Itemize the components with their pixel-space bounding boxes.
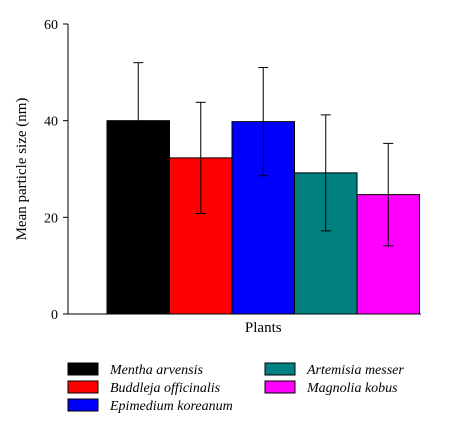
legend-item: Buddleja officinalis (67, 380, 221, 396)
y-tick-label: 0 (51, 308, 58, 323)
y-ticks-group: 0 20 40 60 (44, 18, 68, 323)
error-bar (195, 101, 206, 214)
x-axis-label: Plants (245, 320, 282, 336)
legend-swatch (264, 362, 296, 376)
legend-label: Epimedium koreanum (109, 399, 233, 414)
legend-swatch (67, 362, 99, 376)
error-bar (320, 114, 331, 232)
legend: Mentha arvensis Buddleja officinalis Epime… (67, 362, 404, 414)
y-tick-label: 20 (44, 211, 58, 226)
legend-label: Buddleja officinalis (110, 381, 221, 396)
legend-swatch (67, 398, 99, 412)
legend-item: Epimedium koreanum (67, 398, 233, 414)
y-tick-label: 60 (44, 18, 58, 33)
y-tick-label: 40 (44, 115, 58, 130)
legend-swatch (67, 380, 99, 394)
legend-label: Artemisia messer (306, 363, 404, 378)
error-bars-group (133, 62, 394, 247)
error-bar (383, 142, 394, 247)
legend-swatch (264, 380, 296, 394)
legend-label: Magnolia kobus (306, 381, 398, 396)
error-bar (258, 67, 269, 177)
legend-item: Magnolia kobus (264, 380, 398, 396)
legend-item: Artemisia messer (264, 362, 404, 378)
legend-label: Mentha arvensis (109, 363, 203, 378)
y-axis-label: Mean particle size (nm) (14, 98, 30, 241)
legend-item: Mentha arvensis (67, 362, 203, 378)
error-bar (133, 62, 144, 180)
